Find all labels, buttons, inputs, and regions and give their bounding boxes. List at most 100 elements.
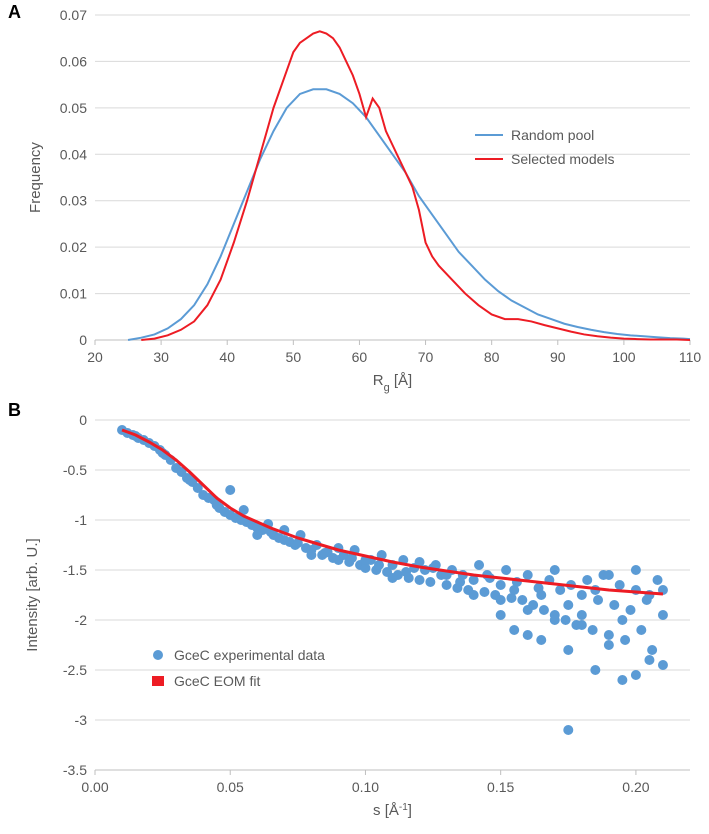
svg-text:0.06: 0.06 [60,53,87,69]
legend-item: GceC EOM fit [174,673,260,689]
scatter-point [555,585,565,595]
svg-text:Frequency: Frequency [27,142,44,213]
svg-text:30: 30 [153,349,169,365]
legend-item: Random pool [511,127,594,143]
scatter-point [577,620,587,630]
scatter-point [577,610,587,620]
svg-text:-0.5: -0.5 [63,462,87,478]
scatter-point [604,630,614,640]
scatter-point [658,610,668,620]
svg-text:70: 70 [418,349,434,365]
svg-text:-3.5: -3.5 [63,762,87,778]
svg-text:0: 0 [79,412,87,428]
scatter-point [563,645,573,655]
scatter-point [306,550,316,560]
legend-item: GceC experimental data [174,647,325,663]
svg-text:s [Å-1]: s [Å-1] [373,802,412,820]
scatter-point [563,725,573,735]
scatter-point [561,615,571,625]
scatter-point [653,575,663,585]
svg-text:0.01: 0.01 [60,286,87,302]
svg-text:0.00: 0.00 [81,779,108,795]
scatter-point [517,595,527,605]
scatter-point [509,585,519,595]
scatter-point [577,590,587,600]
scatter-point [225,485,235,495]
scatter-point [388,573,398,583]
svg-text:0.04: 0.04 [60,146,87,162]
scatter-point [658,660,668,670]
scatter-point [590,665,600,675]
series-random-pool [128,89,690,340]
scatter-point [588,625,598,635]
svg-text:Intensity [arb. U.]: Intensity [arb. U.] [24,538,41,651]
scatter-point [479,587,489,597]
legend-item: Selected models [511,151,615,167]
scatter-point [593,595,603,605]
svg-text:0.02: 0.02 [60,239,87,255]
scatter-point [509,625,519,635]
scatter-point [523,570,533,580]
scatter-point [501,565,511,575]
svg-text:20: 20 [87,349,103,365]
svg-text:0.05: 0.05 [217,779,244,795]
svg-text:90: 90 [550,349,566,365]
scatter-point [523,605,533,615]
svg-text:-1: -1 [75,512,88,528]
scatter-point [644,655,654,665]
scatter-point [455,577,465,587]
svg-text:0: 0 [79,332,87,348]
svg-text:Rg [Å]: Rg [Å] [373,372,412,394]
svg-text:50: 50 [286,349,302,365]
scatter-point [496,580,506,590]
scatter-point [647,645,657,655]
scatter-point [615,580,625,590]
scatter-point [563,600,573,610]
svg-text:100: 100 [612,349,636,365]
scatter-point [539,605,549,615]
svg-text:0.15: 0.15 [487,779,514,795]
scatter-point [550,565,560,575]
scatter-point [496,610,506,620]
svg-text:0.07: 0.07 [60,7,87,23]
svg-text:-3: -3 [75,712,88,728]
panel-b-chart: -3.5 -3 -2.5 -2 -1.5 -1 -0.5 0 0.00 0.05 0.10 0.15 0… [0,400,709,834]
svg-text:-1.5: -1.5 [63,562,87,578]
svg-text:60: 60 [352,349,368,365]
scatter-point [536,635,546,645]
scatter-point [609,600,619,610]
scatter-point [523,630,533,640]
scatter-point [631,670,641,680]
scatter-point [582,575,592,585]
scatter-point [604,640,614,650]
svg-text:80: 80 [484,349,500,365]
scatter-point [617,615,627,625]
svg-text:-2.5: -2.5 [63,662,87,678]
scatter-point [401,567,411,577]
svg-text:110: 110 [679,349,702,365]
svg-text:-2: -2 [75,612,88,628]
scatter-point [442,580,452,590]
scatter-point [631,565,641,575]
svg-text:0.05: 0.05 [60,100,87,116]
scatter-point [474,560,484,570]
scatter-point [536,590,546,600]
scatter-point [252,530,262,540]
svg-text:0.03: 0.03 [60,193,87,209]
scatter-point [617,675,627,685]
scatter-point [550,615,560,625]
scatter-point [425,577,435,587]
scatter-point [620,635,630,645]
scatter-point [496,595,506,605]
svg-text:40: 40 [219,349,235,365]
scatter-point [626,605,636,615]
scatter-point [636,625,646,635]
svg-text:0.10: 0.10 [352,779,379,795]
panel-a-chart: 0 0.01 0.02 0.03 0.04 0.05 0.06 0.07 20 30 40 50 60 7… [0,0,709,400]
scatter-point [415,575,425,585]
scatter-point [374,560,384,570]
scatter-point [604,570,614,580]
scatter-point [320,548,330,558]
scatter-point [469,590,479,600]
svg-text:0.20: 0.20 [622,779,649,795]
